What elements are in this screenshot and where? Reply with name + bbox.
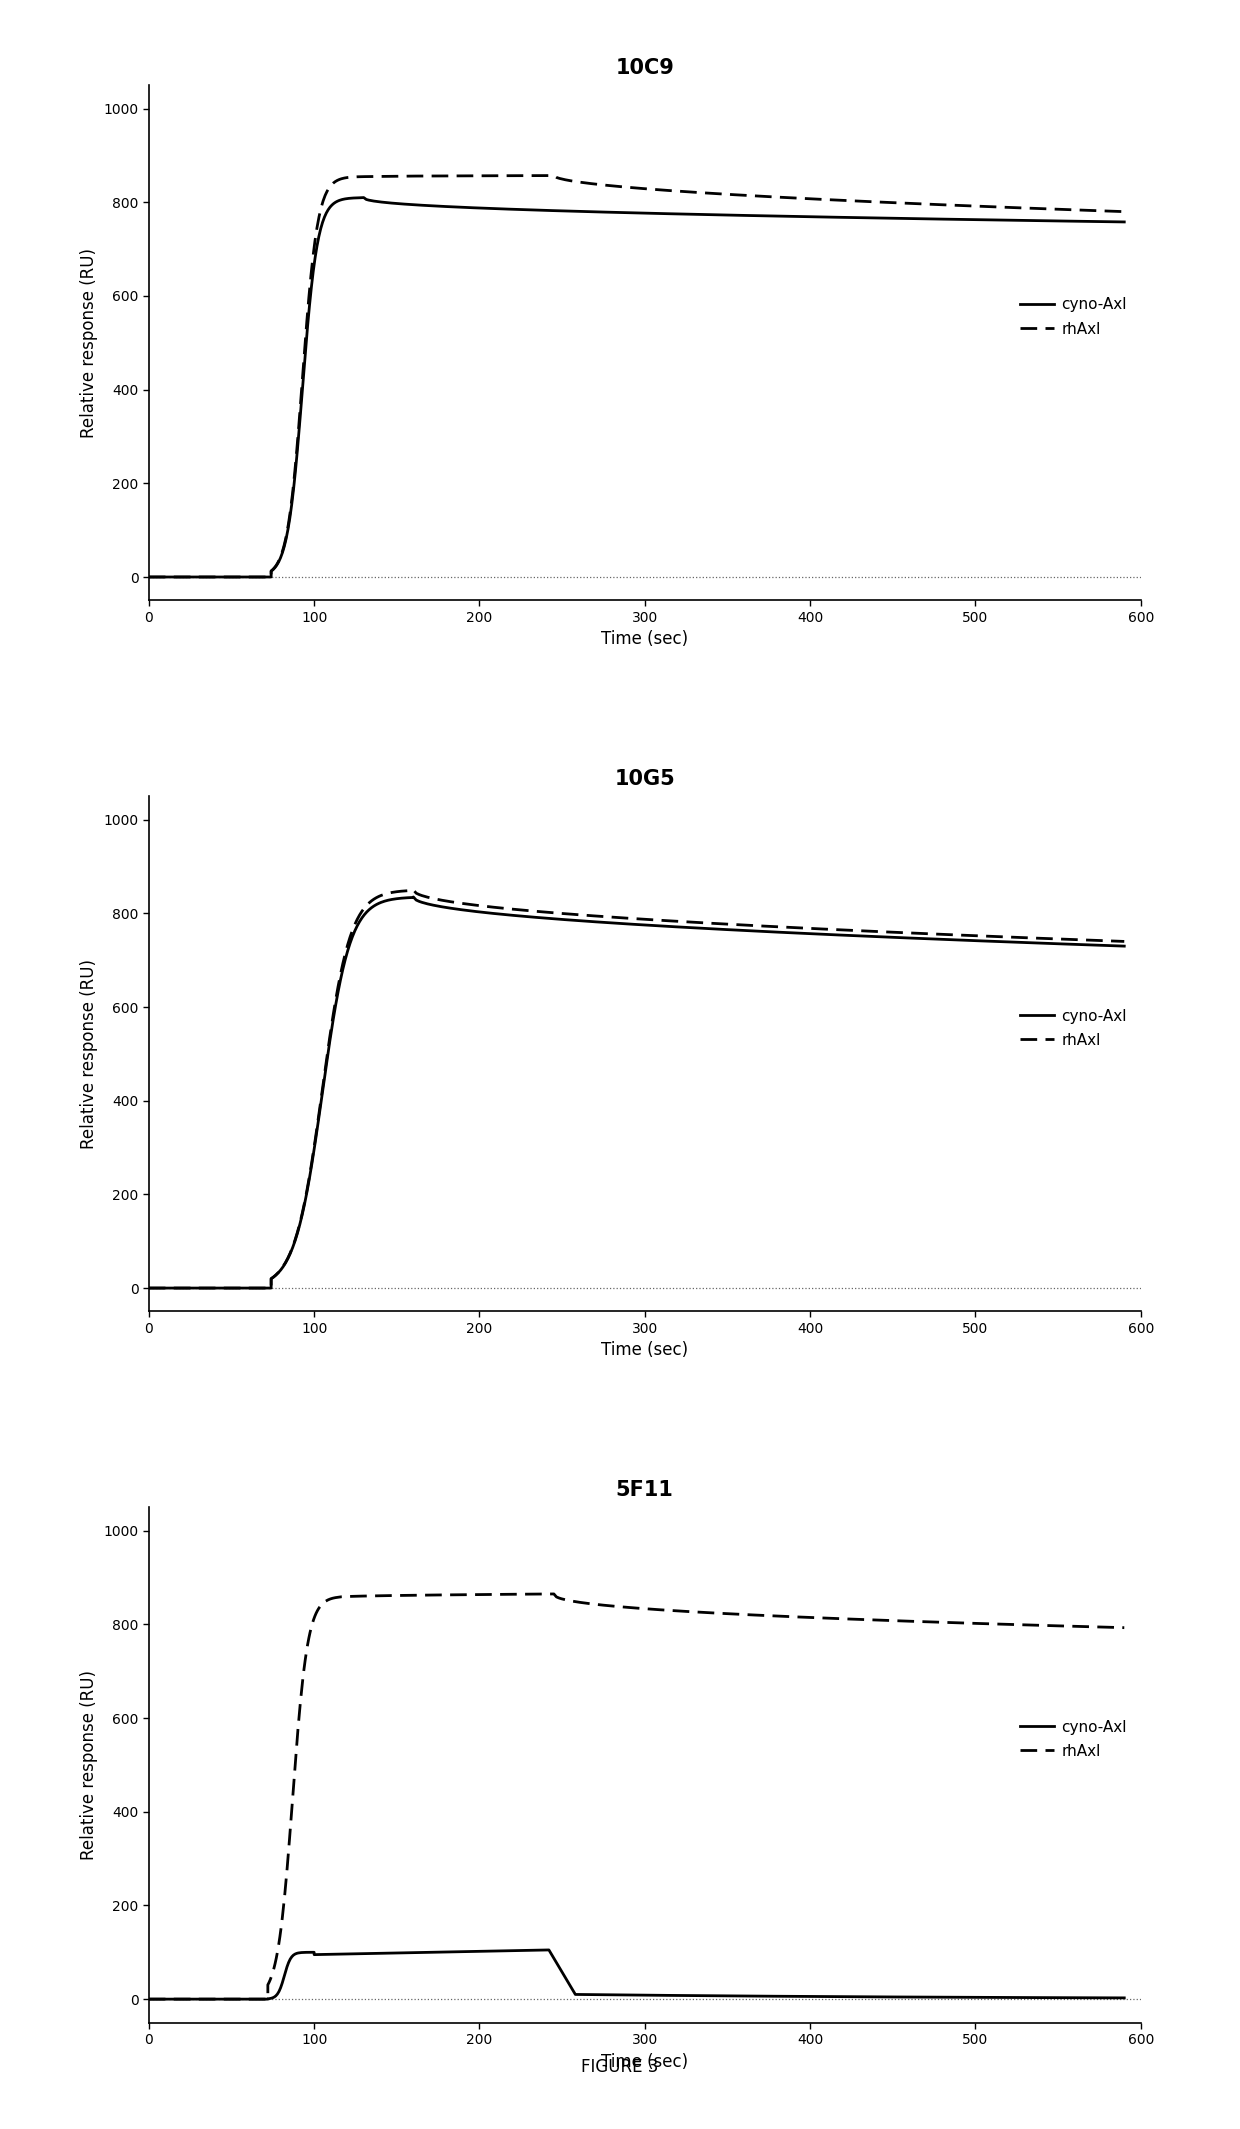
rhAxl [1069, 926, 1084, 952]
rhAxl [405, 877, 420, 903]
Text: FIGURE 3: FIGURE 3 [582, 2059, 658, 2076]
cyno-Axl [176, 1275, 191, 1301]
rhAxl [285, 481, 300, 507]
cyno-Axl [620, 1982, 635, 2008]
cyno-Axl [1101, 209, 1116, 234]
cyno-Axl [764, 1984, 779, 2010]
cyno-Axl [1117, 209, 1132, 234]
rhAxl [1073, 1614, 1087, 1639]
Legend: cyno-Axl, rhAxl: cyno-Axl, rhAxl [1014, 292, 1133, 343]
cyno-Axl [141, 1986, 156, 2012]
rhAxl [175, 1986, 190, 2012]
Title: 5F11: 5F11 [616, 1480, 673, 1501]
cyno-Axl [515, 903, 529, 928]
rhAxl [1117, 198, 1132, 224]
cyno-Axl [164, 1986, 179, 2012]
cyno-Axl [264, 558, 279, 583]
rhAxl [517, 1582, 532, 1607]
cyno-Axl [141, 1275, 156, 1301]
cyno-Axl [405, 884, 420, 909]
rhAxl [371, 884, 386, 909]
Title: 10C9: 10C9 [615, 57, 675, 79]
cyno-Axl [371, 890, 386, 915]
Line: cyno-Axl: cyno-Axl [149, 198, 1125, 577]
cyno-Axl [141, 564, 156, 590]
cyno-Axl [1071, 209, 1086, 234]
Line: rhAxl: rhAxl [149, 175, 1125, 577]
cyno-Axl [224, 1986, 239, 2012]
cyno-Axl [804, 204, 818, 230]
rhAxl [181, 564, 196, 590]
rhAxl [1117, 928, 1132, 954]
rhAxl [862, 189, 877, 215]
Line: rhAxl: rhAxl [149, 890, 1125, 1288]
X-axis label: Time (sec): Time (sec) [601, 1341, 688, 1360]
X-axis label: Time (sec): Time (sec) [601, 2052, 688, 2072]
Line: rhAxl: rhAxl [149, 1595, 1125, 1999]
Line: cyno-Axl: cyno-Axl [149, 1950, 1125, 1999]
rhAxl [567, 1588, 582, 1614]
X-axis label: Time (sec): Time (sec) [601, 630, 688, 649]
cyno-Axl [1069, 933, 1084, 958]
rhAxl [141, 1275, 156, 1301]
Legend: cyno-Axl, rhAxl: cyno-Axl, rhAxl [1014, 1714, 1133, 1765]
rhAxl [141, 564, 156, 590]
rhAxl [404, 1582, 419, 1607]
cyno-Axl [621, 200, 636, 226]
cyno-Axl [458, 898, 472, 924]
cyno-Axl [512, 1937, 527, 1963]
cyno-Axl [909, 926, 924, 952]
rhAxl [458, 892, 472, 918]
Y-axis label: Relative response (RU): Relative response (RU) [79, 1669, 98, 1861]
cyno-Axl [542, 1937, 557, 1963]
cyno-Axl [797, 1984, 812, 2010]
rhAxl [909, 920, 924, 945]
rhAxl [176, 1275, 191, 1301]
rhAxl [356, 164, 371, 189]
cyno-Axl [356, 185, 371, 211]
rhAxl [1117, 1616, 1132, 1641]
rhAxl [547, 162, 562, 187]
cyno-Axl [1117, 1984, 1132, 2010]
cyno-Axl [1117, 933, 1132, 958]
Line: cyno-Axl: cyno-Axl [149, 896, 1125, 1288]
rhAxl [547, 1582, 562, 1607]
rhAxl [325, 170, 340, 196]
rhAxl [926, 1610, 941, 1635]
Y-axis label: Relative response (RU): Relative response (RU) [79, 247, 98, 439]
rhAxl [141, 1986, 156, 2012]
cyno-Axl [288, 466, 303, 492]
Legend: cyno-Axl, rhAxl: cyno-Axl, rhAxl [1014, 1003, 1133, 1054]
rhAxl [294, 375, 309, 400]
rhAxl [515, 896, 529, 922]
Y-axis label: Relative response (RU): Relative response (RU) [79, 958, 98, 1150]
Title: 10G5: 10G5 [615, 769, 675, 790]
